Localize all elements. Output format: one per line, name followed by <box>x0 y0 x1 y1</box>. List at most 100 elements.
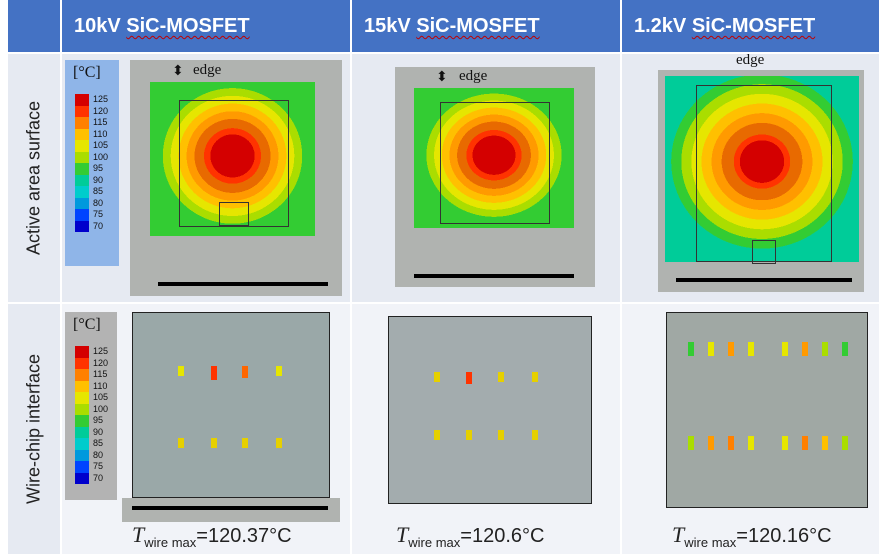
wire-hotspot <box>532 372 538 382</box>
legend-swatch <box>75 220 89 232</box>
legend-tick: 110 <box>93 128 108 139</box>
gate-outline <box>179 100 289 227</box>
temperature-legend-wire: [°C] 125 120 115 110 105 100 95 90 85 80 75 70 <box>65 312 117 500</box>
legend-swatch <box>75 415 89 427</box>
legend-unit: [°C] <box>73 316 101 333</box>
legend-swatch <box>75 174 89 186</box>
row-label-wire: Wire-chip interface <box>8 304 60 554</box>
t-subscript: wire max <box>408 535 461 550</box>
legend-swatch <box>75 209 89 221</box>
t-symbol: T <box>132 522 145 547</box>
wire-hotspot <box>728 342 734 356</box>
edge-arrow-icon: ⬍ <box>436 68 448 84</box>
gate-outline <box>440 102 550 224</box>
edge-label: edge <box>193 62 222 78</box>
legend-tick: 100 <box>93 151 109 162</box>
legend-tick-labels: 125 120 115 110 105 100 95 90 85 80 75 70 <box>93 346 108 484</box>
header-device: SiC-MOSFET <box>416 15 540 37</box>
wire-hotspot <box>842 436 848 450</box>
legend-tick: 95 <box>93 163 104 173</box>
wire-hotspot <box>782 436 788 450</box>
edge-label: edge <box>736 52 765 68</box>
header-device: SiC-MOSFET <box>691 15 816 37</box>
wire-hotspot <box>211 366 217 380</box>
header-voltage: 1.2kV <box>634 15 687 37</box>
edge-label: edge <box>459 68 488 84</box>
legend-tick: 110 <box>93 380 108 391</box>
wire-hotspot <box>211 438 217 448</box>
legend-swatch <box>75 461 89 473</box>
gate-pad <box>752 240 776 264</box>
legend-tick: 80 <box>93 449 104 460</box>
t-value: =120.16°C <box>736 525 832 547</box>
legend-tick: 85 <box>93 186 104 196</box>
legend-tick: 80 <box>93 197 104 208</box>
temperature-legend-active: [°C] 125 120 115 110 105 100 95 90 85 80 75 70 <box>65 60 119 266</box>
legend-swatch <box>75 369 89 381</box>
gate-pad <box>219 202 249 226</box>
tmax-1-2kv: Twire max=120.16°C <box>672 522 832 550</box>
wire-hotspot <box>276 438 282 448</box>
legend-swatch <box>75 346 89 358</box>
legend-tick-labels: 125 120 115 110 105 100 95 90 85 80 75 70 <box>93 94 108 232</box>
legend-swatch <box>75 403 89 415</box>
wire-hotspot <box>498 372 504 382</box>
legend-swatch <box>75 128 89 140</box>
legend-swatch <box>75 426 89 438</box>
legend-swatch <box>75 163 89 175</box>
header-voltage: 10kV <box>74 15 121 37</box>
legend-tick: 120 <box>93 357 109 368</box>
legend-tick: 120 <box>93 105 109 116</box>
legend-tick: 75 <box>93 461 104 471</box>
legend-tick: 70 <box>93 220 104 231</box>
legend-swatch <box>75 357 89 369</box>
heatmap-10kv-active <box>150 82 315 236</box>
t-symbol: T <box>672 522 685 547</box>
wire-hotspot <box>728 436 734 450</box>
wire-hotspot <box>276 366 282 376</box>
wire-hotspot <box>688 342 694 356</box>
legend-swatch <box>75 186 89 198</box>
wire-hotspot <box>434 430 440 440</box>
legend-swatch <box>75 197 89 209</box>
scale-bar <box>676 278 852 282</box>
legend-tick: 105 <box>93 140 109 150</box>
header-15kv: 15kV SiC-MOSFET <box>352 0 620 52</box>
t-value: =120.37°C <box>196 525 292 547</box>
legend-swatch <box>75 438 89 450</box>
scale-bar <box>132 506 328 510</box>
legend-tick: 100 <box>93 403 109 414</box>
legend-tick: 115 <box>93 369 108 379</box>
wire-map-15kv <box>388 316 592 504</box>
heatmap-1-2kv-active <box>665 76 859 262</box>
wire-hotspot <box>532 430 538 440</box>
legend-tick: 105 <box>93 392 109 402</box>
row-label-text: Active area surface <box>23 100 44 256</box>
wire-hotspot <box>466 430 472 440</box>
legend-tick: 85 <box>93 438 104 448</box>
header-corner <box>8 0 60 52</box>
t-subscript: wire max <box>684 535 737 550</box>
scale-bar <box>414 274 574 278</box>
wire-hotspot <box>708 436 714 450</box>
t-subscript: wire max <box>144 535 197 550</box>
legend-tick: 90 <box>93 174 104 185</box>
legend-swatch <box>75 392 89 404</box>
legend-swatch <box>75 449 89 461</box>
wire-hotspot <box>842 342 848 356</box>
wire-hotspot <box>782 342 788 356</box>
legend-swatch <box>75 140 89 152</box>
legend-tick: 115 <box>93 117 108 127</box>
legend-tick: 125 <box>93 94 109 104</box>
wire-map-10kv <box>132 312 330 498</box>
header-1-2kv: 1.2kV SiC-MOSFET <box>622 0 879 52</box>
t-symbol: T <box>396 522 409 547</box>
wire-hotspot <box>688 436 694 450</box>
wire-hotspot <box>242 366 248 378</box>
legend-swatch <box>75 105 89 117</box>
header-voltage: 15kV <box>364 15 411 37</box>
legend-swatch <box>75 117 89 129</box>
t-value: =120.6°C <box>460 525 545 547</box>
legend-tick: 70 <box>93 472 104 483</box>
wire-hotspot <box>178 438 184 448</box>
